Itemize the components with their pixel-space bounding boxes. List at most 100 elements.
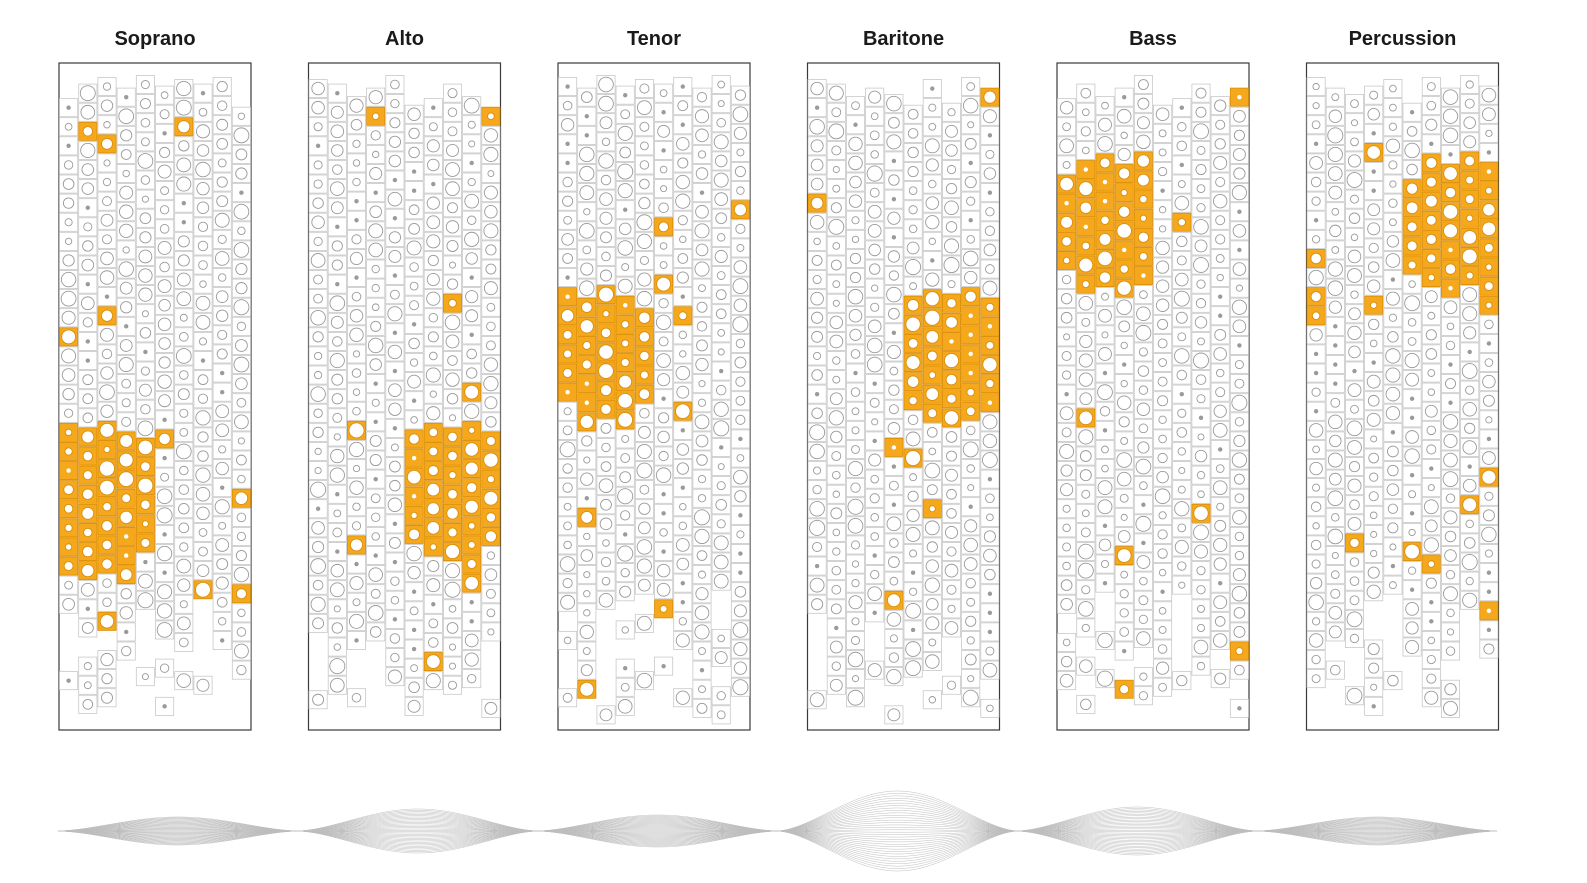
note-dot	[431, 105, 436, 110]
note-circle	[1116, 452, 1132, 468]
note-circle	[486, 302, 496, 312]
note-circle	[446, 278, 459, 290]
note-circle	[813, 466, 822, 475]
note-circle	[81, 182, 95, 195]
note-circle	[694, 261, 710, 277]
note-circle	[599, 116, 613, 130]
note-circle	[908, 205, 918, 215]
note-circle	[812, 484, 822, 495]
note-dot	[872, 438, 877, 444]
note-circle	[311, 100, 325, 115]
note-dot	[1448, 400, 1453, 405]
note-circle	[714, 154, 728, 168]
note-circle	[158, 337, 171, 350]
note-circle	[407, 374, 422, 389]
note-circle	[580, 91, 593, 104]
note-circle	[367, 337, 384, 354]
note-circle	[1176, 427, 1188, 438]
note-circle	[158, 299, 171, 312]
note-dot	[968, 313, 973, 318]
note-circle	[1098, 271, 1112, 284]
note-dot	[565, 84, 570, 89]
note-circle	[445, 181, 460, 196]
note-dot	[143, 349, 148, 355]
note-dot	[1313, 218, 1319, 223]
note-dot	[411, 188, 417, 193]
note-circle	[425, 654, 441, 669]
note-dot	[469, 332, 474, 338]
note-circle	[390, 652, 400, 663]
note-circle	[1136, 116, 1150, 130]
note-circle	[984, 225, 996, 237]
note-circle	[1446, 628, 1455, 636]
note-circle	[409, 300, 420, 311]
panel-percussion: Percussion	[1305, 28, 1500, 731]
note-circle	[1310, 291, 1322, 303]
note-circle	[119, 339, 133, 352]
note-circle	[964, 290, 977, 303]
note-circle	[986, 704, 994, 713]
note-circle	[598, 363, 614, 379]
note-circle	[563, 215, 572, 225]
note-circle	[406, 240, 422, 256]
note-circle	[1215, 464, 1225, 473]
note-dot	[1390, 277, 1396, 282]
note-circle	[82, 240, 94, 252]
note-dot	[220, 389, 225, 395]
note-circle	[1139, 252, 1148, 261]
note-circle	[1117, 147, 1131, 162]
note-circle	[1178, 581, 1186, 589]
note-circle	[119, 204, 134, 219]
note-circle	[869, 187, 880, 198]
panel-title-alto: Alto	[385, 28, 424, 50]
note-circle	[1193, 352, 1209, 369]
note-circle	[1426, 253, 1437, 264]
note-circle	[196, 201, 210, 214]
note-circle	[927, 408, 938, 419]
note-dot	[1409, 511, 1415, 516]
note-circle	[137, 420, 154, 437]
note-circle	[1059, 443, 1075, 459]
note-circle	[1195, 106, 1207, 118]
note-circle	[196, 506, 210, 521]
note-circle	[312, 617, 325, 630]
note-circle	[1328, 300, 1342, 314]
note-circle	[1194, 316, 1208, 329]
note-dot	[469, 160, 474, 166]
note-circle	[945, 124, 958, 138]
note-circle	[1349, 499, 1360, 511]
note-circle	[217, 234, 227, 244]
note-circle	[946, 164, 957, 175]
note-circle	[985, 149, 995, 159]
note-circle	[810, 291, 824, 306]
note-circle	[1464, 194, 1475, 205]
note-circle	[409, 358, 419, 367]
note-circle	[563, 407, 572, 416]
note-circle	[1370, 549, 1378, 558]
note-circle	[1176, 235, 1188, 248]
note-circle	[140, 404, 151, 415]
note-circle	[176, 558, 192, 574]
note-dot	[85, 339, 91, 344]
note-circle	[1119, 627, 1130, 637]
note-circle	[1177, 408, 1187, 418]
note-circle	[947, 108, 956, 117]
note-circle	[620, 682, 630, 692]
note-circle	[908, 396, 918, 406]
note-circle	[1232, 147, 1246, 161]
note-circle	[1443, 700, 1458, 716]
note-circle	[312, 197, 324, 209]
note-circle	[601, 251, 611, 262]
note-circle	[1078, 429, 1094, 445]
note-circle	[620, 453, 631, 463]
note-circle	[1407, 260, 1417, 270]
note-circle	[638, 311, 651, 324]
panel-frame	[1056, 62, 1250, 731]
note-circle	[118, 357, 134, 373]
note-dot	[987, 476, 993, 482]
note-dot	[1429, 466, 1434, 471]
note-circle	[1327, 261, 1343, 277]
note-circle	[583, 571, 591, 579]
note-circle	[1465, 385, 1475, 395]
note-circle	[598, 478, 614, 493]
